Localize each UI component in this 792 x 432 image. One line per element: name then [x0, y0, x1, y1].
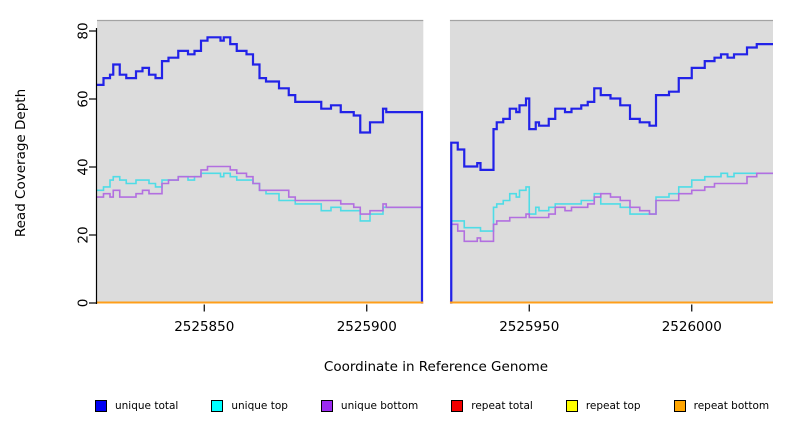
y-tick-label: 60	[75, 90, 91, 107]
legend-label: unique top	[231, 400, 288, 412]
legend-label: repeat top	[585, 400, 641, 412]
legend-swatch-icon	[320, 400, 333, 412]
legend-label: unique total	[115, 400, 179, 412]
y-tick-label: 20	[75, 226, 91, 243]
legend-item-unique-total: unique total	[95, 400, 178, 412]
x-tick-label: 2525950	[499, 319, 559, 335]
x-tick-label: 2525900	[337, 319, 397, 335]
series-line-unique-bottom	[97, 165, 773, 304]
x-tick-label: 2526000	[662, 319, 722, 335]
coverage-gap-band	[423, 13, 450, 304]
y-tick-label: 40	[75, 158, 91, 175]
legend-item-repeat-top: repeat top	[565, 400, 641, 412]
legend-swatch-icon	[565, 400, 578, 412]
legend-swatch-icon	[211, 400, 224, 412]
legend-item-repeat-bottom: repeat bottom	[673, 400, 770, 412]
series-line-unique-total	[97, 36, 773, 304]
legend-label: repeat total	[471, 400, 533, 412]
legend-item-unique-bottom: unique bottom	[320, 400, 419, 412]
legend-swatch-icon	[673, 400, 686, 412]
y-tick-label: 0	[75, 299, 91, 308]
y-tick-label: 80	[75, 22, 91, 39]
legend-swatch-icon	[95, 400, 107, 412]
legend-item-repeat-total: repeat total	[451, 400, 533, 412]
legend-label: unique bottom	[340, 400, 419, 412]
legend-swatch-icon	[451, 400, 464, 412]
legend-label: repeat bottom	[693, 400, 770, 412]
y-axis-title: Read Coverage Depth	[13, 88, 29, 238]
legend: unique total unique top unique bottom repea…	[95, 400, 785, 412]
x-axis-title: Coordinate in Reference Genome	[323, 359, 549, 375]
x-tick-label: 2525850	[174, 319, 234, 335]
legend-item-unique-top: unique top	[211, 400, 288, 412]
